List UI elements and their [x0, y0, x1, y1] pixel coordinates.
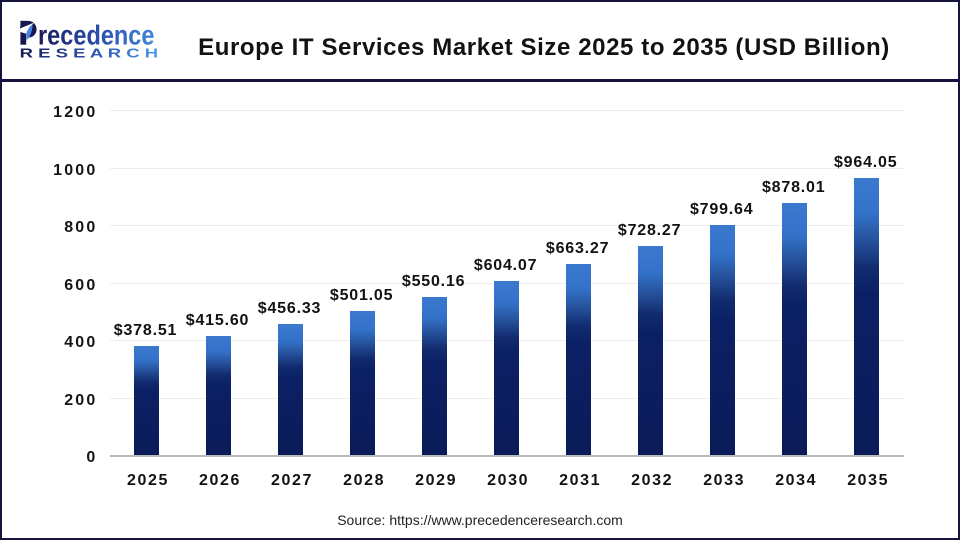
svg-text:R E S E A R C H: R E S E A R C H	[20, 45, 159, 60]
svg-text:recedence: recedence	[38, 20, 155, 51]
